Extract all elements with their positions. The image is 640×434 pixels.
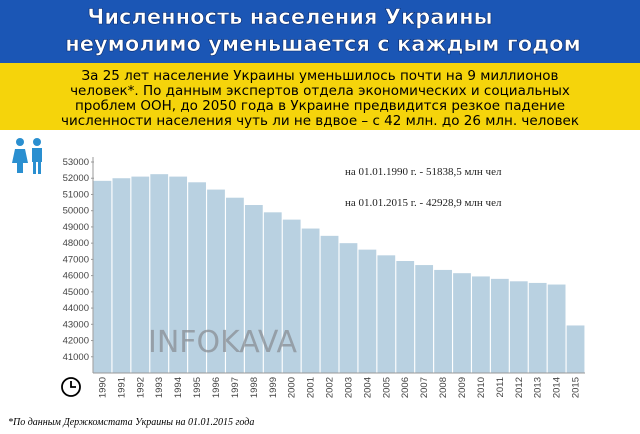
x-tick-label: 1994 [173,377,184,398]
x-tick-label: 1990 [97,377,108,398]
bar [566,325,585,373]
x-tick-label: 1992 [135,377,146,398]
x-tick-label: 2006 [400,377,411,398]
subtitle-line: численности населения чуть ли не вдвое –… [61,113,579,129]
bar [547,284,566,373]
bar [339,243,358,373]
bar [301,228,320,373]
subtitle-line: За 25 лет население Украины уменьшилось … [81,68,558,84]
y-tick-label: 48000 [63,238,89,249]
y-tick-label: 44000 [63,303,89,314]
bar [226,197,244,373]
subtitle-line: проблем ООН, до 2050 года в Украине пред… [75,98,565,114]
bar [112,178,131,373]
bar [320,235,339,373]
bar [188,182,206,373]
y-tick-label: 43000 [63,319,89,330]
annotation: на 01.01.2015 г. - 42928,9 млн чел [345,197,502,209]
subtitle-band [0,63,640,130]
bar [528,282,547,373]
y-tick-label: 47000 [63,254,89,265]
bar [131,176,150,373]
x-tick-label: 2007 [419,377,430,398]
annotation: на 01.01.1990 г. - 51838,5 млн чел [345,166,502,178]
y-tick-label: 41000 [63,352,89,363]
bar [282,219,301,373]
bar [415,265,434,373]
y-tick-label: 53000 [63,157,89,168]
x-tick-label: 2003 [343,377,354,398]
y-tick-label: 51000 [63,189,89,200]
footnote: *По данным Держкомстата Украины на 01.01… [8,417,254,428]
chart: 41000 42000 43000 44000 45000 46000 47000 48000… [63,157,585,398]
x-tick-label: 2015 [571,377,582,398]
bar [263,212,282,373]
x-tick-label: 1998 [249,377,260,398]
watermark: INFOKAVA [148,325,298,360]
y-tick-label: 52000 [63,173,89,184]
bar [472,276,490,373]
x-tick-label: 1995 [192,377,203,398]
x-tick-label: 2004 [362,377,373,398]
bar [396,261,415,373]
title-line: Численность населения Украины [87,5,492,29]
x-tick-label: 2000 [287,377,298,398]
bar [150,174,169,373]
bar [490,278,509,373]
title-line: неумолимо уменьшается с каждым годом [65,32,581,56]
x-tick-label: 2008 [438,377,449,398]
y-tick-label: 50000 [63,206,89,217]
people-icon [12,138,42,174]
x-tick-label: 2009 [457,377,468,398]
y-tick-label: 49000 [63,222,89,233]
x-tick-label: 1993 [154,377,165,398]
x-tick-label: 2005 [381,377,392,398]
x-tick-label: 2014 [552,377,563,398]
x-tick-label: 2001 [306,377,317,398]
bar [377,255,396,373]
bar [453,273,471,373]
clock-icon [61,377,81,397]
bar [169,176,188,373]
x-tick-label: 2010 [476,377,487,398]
bar [93,180,112,373]
bar [434,269,452,373]
x-tick-label: 1996 [211,377,222,398]
title-band [0,0,640,63]
bar [358,249,377,373]
subtitle-line: человек*. По данным экспертов отдела эко… [70,83,570,99]
y-tick-label: 42000 [63,336,89,347]
bar [207,189,225,373]
y-tick-label: 46000 [63,271,89,282]
bar [244,205,263,373]
x-tick-label: 2012 [514,377,525,398]
y-tick-label: 45000 [63,287,89,298]
x-tick-label: 1991 [116,377,127,398]
x-tick-label: 2013 [533,377,544,398]
x-tick-label: 1999 [268,377,279,398]
bar [509,281,528,373]
x-tick-label: 2011 [495,377,506,397]
x-tick-label: 1997 [230,377,241,398]
x-tick-label: 2002 [325,377,336,398]
